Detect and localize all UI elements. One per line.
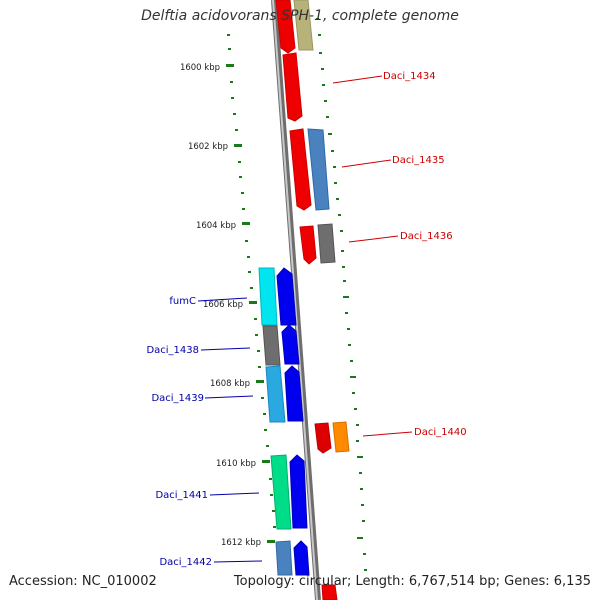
forward-leader-lines — [332, 75, 413, 437]
gene-label-daci-1442[interactable]: Daci_1442 — [159, 557, 212, 568]
gene-feature-daci-1436-a[interactable] — [299, 225, 317, 265]
genome-summary-text: Topology: circular; Length: 6,767,514 bp… — [233, 574, 591, 589]
map-title: Delftia acidovorans SPH-1, complete geno… — [141, 8, 459, 24]
gene-label-daci-1434[interactable]: Daci_1434 — [383, 71, 436, 82]
gene-feature-daci-1438-b[interactable] — [281, 324, 300, 365]
gene-label-daci-1435[interactable]: Daci_1435 — [392, 155, 445, 166]
tick-track-left — [227, 34, 280, 559]
gene-label-daci-1436[interactable]: Daci_1436 — [400, 231, 453, 242]
genome-backbone-highlight — [272, 0, 318, 600]
gene-feature-daci-1439-b[interactable] — [284, 365, 304, 422]
gene-label-daci-1439[interactable]: Daci_1439 — [151, 393, 204, 404]
accession-text: Accession: NC_010002 — [9, 574, 157, 589]
tick-label-1610: 1610 kbp — [216, 459, 256, 469]
tick-label-1604: 1604 kbp — [196, 221, 236, 231]
gene-label-daci-1438[interactable]: Daci_1438 — [146, 345, 199, 356]
gene-label-daci-1440[interactable]: Daci_1440 — [414, 427, 467, 438]
gene-feature-olive-top[interactable] — [293, 0, 314, 51]
gene-feature-daci-1440-a[interactable] — [314, 422, 332, 454]
gene-feature-red-bottom[interactable] — [321, 584, 338, 600]
tick-label-1606: 1606 kbp — [203, 300, 243, 310]
gene-feature-daci-1434[interactable] — [282, 52, 303, 122]
gene-feature-red-top[interactable] — [275, 0, 296, 54]
gene-feature-daci-1441-a[interactable] — [270, 454, 292, 530]
gene-feature-fumc-a[interactable] — [258, 267, 278, 326]
gene-feature-daci-1438-a[interactable] — [262, 325, 281, 366]
tick-label-1602: 1602 kbp — [188, 142, 228, 152]
tick-label-1608: 1608 kbp — [210, 379, 250, 389]
gene-feature-daci-1435-b[interactable] — [307, 128, 330, 211]
gene-feature-daci-1440-b[interactable] — [332, 421, 350, 453]
gene-feature-daci-1436-b[interactable] — [317, 223, 336, 264]
gene-label-daci-1441[interactable]: Daci_1441 — [155, 490, 208, 501]
tick-label-1612: 1612 kbp — [221, 538, 261, 548]
tick-label-1600: 1600 kbp — [180, 63, 220, 73]
gene-feature-daci-1435-a[interactable] — [289, 128, 312, 211]
tick-track-right — [316, 18, 367, 571]
gene-feature-daci-1442-a[interactable] — [275, 540, 293, 576]
major-ticks — [226, 64, 275, 543]
gene-feature-daci-1441-b[interactable] — [289, 454, 308, 529]
gene-label-fumc[interactable]: fumC — [169, 296, 196, 307]
gene-feature-daci-1439-a[interactable] — [265, 365, 286, 423]
gene-feature-fumc-b[interactable] — [276, 267, 297, 326]
gene-feature-daci-1442-b[interactable] — [293, 540, 310, 576]
reverse-leader-lines — [197, 297, 263, 563]
